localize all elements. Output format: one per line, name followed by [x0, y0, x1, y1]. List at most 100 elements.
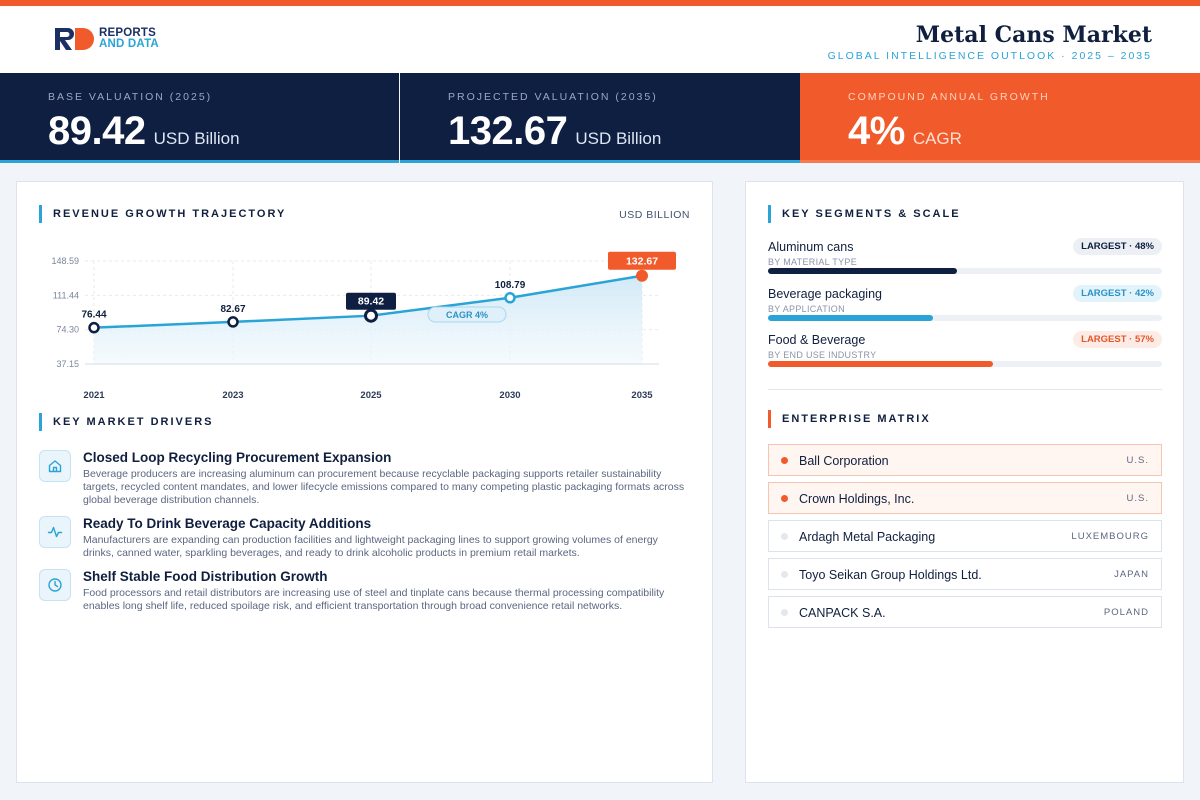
segments-section-title: KEY SEGMENTS & SCALE: [782, 208, 961, 220]
section-divider: [768, 389, 1162, 390]
kpi-unit: USD Billion: [575, 129, 662, 148]
driver-description: Manufacturers are expanding can producti…: [83, 534, 658, 559]
enterprise-row[interactable]: Ball Corporation U.S.: [768, 444, 1162, 476]
segment-name: Food & Beverage: [768, 333, 866, 347]
y-tick-label: 148.59: [51, 256, 79, 266]
data-label-box: [608, 251, 676, 270]
segment-share-bar: [768, 361, 993, 367]
kpi-value: 89.42: [48, 109, 146, 153]
enterprise-row[interactable]: Toyo Seikan Group Holdings Ltd. JAPAN: [768, 558, 1162, 590]
enterprise-row[interactable]: CANPACK S.A. POLAND: [768, 596, 1162, 628]
enterprise-country: U.S.: [1126, 455, 1149, 466]
segment-category: BY MATERIAL TYPE: [768, 257, 857, 267]
segment-item: Food & Beverage BY END USE INDUSTRY LARG…: [768, 331, 1162, 377]
right-panel: KEY SEGMENTS & SCALE Aluminum cans BY MA…: [745, 181, 1184, 783]
kpi-label: BASE VALUATION (2025): [48, 91, 213, 103]
drivers-section-title: KEY MARKET DRIVERS: [53, 416, 214, 428]
segment-item: Beverage packaging BY APPLICATION LARGES…: [768, 285, 1162, 331]
segment-share-badge: LARGEST · 57%: [1073, 331, 1162, 348]
x-tick-label: 2025: [360, 390, 382, 401]
data-label: 82.67: [220, 304, 245, 315]
segment-share-track: [768, 268, 1162, 274]
x-tick-label: 2023: [222, 390, 243, 401]
page-subtitle: GLOBAL INTELLIGENCE OUTLOOK · 2025 – 203…: [827, 50, 1152, 62]
section-accent-bar: [768, 205, 771, 223]
page-title: Metal Cans Market: [915, 22, 1152, 48]
x-tick-label: 2035: [631, 390, 653, 401]
cagr-annotation-pill: [427, 306, 507, 323]
page-header: REPORTS AND DATA Metal Cans Market GLOBA…: [0, 6, 1200, 73]
section-accent-bar: [39, 413, 42, 431]
x-tick-label: 2030: [499, 390, 520, 401]
y-tick-label: 74.30: [56, 325, 79, 335]
home-icon: [39, 450, 71, 482]
enterprise-name: Ardagh Metal Packaging: [799, 530, 936, 544]
data-point: [636, 269, 648, 282]
left-panel: REVENUE GROWTH TRAJECTORY USD BILLION 14…: [16, 181, 713, 783]
highlight-dot-icon: [781, 457, 788, 464]
enterprise-section-title: ENTERPRISE MATRIX: [782, 413, 931, 425]
data-point: [88, 321, 100, 334]
enterprise-country: POLAND: [1103, 607, 1149, 618]
enterprise-name: Toyo Seikan Group Holdings Ltd.: [799, 568, 982, 582]
kpi-value-group: 132.67 USD Billion: [448, 109, 661, 154]
kpi-label: PROJECTED VALUATION (2035): [448, 91, 658, 103]
data-label: 108.79: [495, 280, 526, 291]
data-point: [364, 308, 378, 323]
data-point: [227, 316, 239, 328]
bullet-dot-icon: [781, 533, 788, 540]
driver-description: Food processors and retail distributors …: [83, 587, 665, 612]
enterprise-name: CANPACK S.A.: [799, 606, 886, 620]
kpi-cagr: COMPOUND ANNUAL GROWTH 4% CAGR: [800, 73, 1200, 163]
kpi-value-group: 4% CAGR: [848, 109, 962, 154]
clock-icon: [39, 569, 71, 601]
pulse-icon: [39, 516, 71, 548]
enterprise-country: U.S.: [1126, 493, 1149, 504]
enterprise-country: JAPAN: [1114, 569, 1149, 580]
driver-title: Closed Loop Recycling Procurement Expans…: [83, 450, 392, 465]
driver-title: Shelf Stable Food Distribution Growth: [83, 569, 328, 584]
y-tick-label: 37.15: [56, 359, 79, 369]
segment-share-badge: LARGEST · 48%: [1073, 238, 1162, 255]
kpi-value-group: 89.42 USD Billion: [48, 109, 240, 154]
logo-line-1: REPORTS: [99, 27, 156, 39]
segment-item: Aluminum cans BY MATERIAL TYPE LARGEST ·…: [768, 238, 1162, 284]
bullet-dot-icon: [781, 571, 788, 578]
segment-share-track: [768, 315, 1162, 321]
enterprise-name: Crown Holdings, Inc.: [799, 492, 915, 506]
enterprise-row[interactable]: Crown Holdings, Inc. U.S.: [768, 482, 1162, 514]
kpi-projected-valuation: PROJECTED VALUATION (2035) 132.67 USD Bil…: [400, 73, 800, 163]
cagr-annotation: CAGR 4%: [446, 310, 488, 320]
driver-title: Ready To Drink Beverage Capacity Additio…: [83, 516, 372, 531]
revenue-section-title: REVENUE GROWTH TRAJECTORY: [53, 208, 287, 220]
highlight-dot-icon: [781, 495, 788, 502]
logo-mark-icon: [55, 28, 95, 50]
enterprise-row[interactable]: Ardagh Metal Packaging LUXEMBOURG: [768, 520, 1162, 552]
data-label: 89.42: [358, 296, 384, 308]
brand-logo[interactable]: REPORTS AND DATA: [55, 27, 159, 50]
enterprise-country: LUXEMBOURG: [1071, 531, 1149, 542]
logo-line-2: AND DATA: [99, 38, 159, 50]
segment-category: BY END USE INDUSTRY: [768, 350, 877, 360]
kpi-value: 132.67: [448, 109, 568, 153]
segment-share-track: [768, 361, 1162, 367]
segment-category: BY APPLICATION: [768, 304, 845, 314]
kpi-base-valuation: BASE VALUATION (2025) 89.42 USD Billion: [0, 73, 399, 163]
kpi-unit: CAGR: [912, 129, 962, 148]
revenue-section-header: REVENUE GROWTH TRAJECTORY: [39, 205, 286, 223]
data-point: [504, 292, 516, 304]
segment-share-bar: [768, 315, 934, 321]
section-accent-bar: [39, 205, 42, 223]
chart-unit-label: USD BILLION: [619, 209, 690, 221]
logo-text: REPORTS AND DATA: [99, 27, 159, 50]
bullet-dot-icon: [781, 609, 788, 616]
kpi-unit: USD Billion: [153, 129, 240, 148]
revenue-chart: 148.59 111.44 74.30 37.15 2021 2023 2025 2030 20…: [51, 251, 676, 401]
kpi-value: 4%: [848, 109, 905, 153]
data-label: 132.67: [626, 256, 658, 268]
y-tick-label: 111.44: [53, 290, 79, 300]
segment-name: Aluminum cans: [768, 240, 854, 254]
data-label: 76.44: [81, 310, 106, 321]
segment-name: Beverage packaging: [768, 287, 882, 301]
kpi-label: COMPOUND ANNUAL GROWTH: [848, 91, 1050, 103]
